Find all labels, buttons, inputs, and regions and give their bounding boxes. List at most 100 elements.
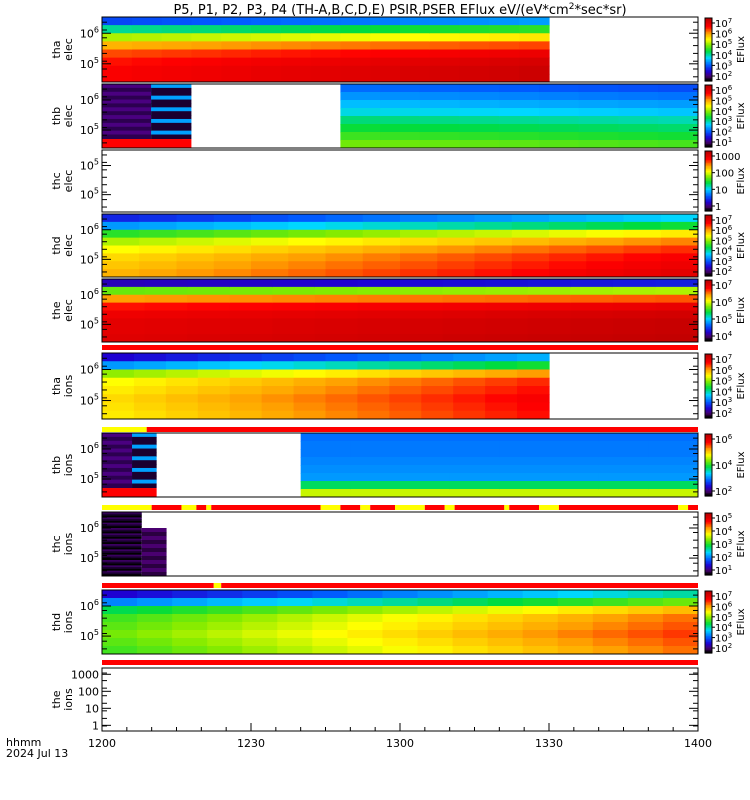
mode-bar-segment [102, 505, 152, 510]
heatmap-cell [648, 489, 698, 497]
colorbar-cell [705, 637, 712, 640]
colorbar-cell [705, 251, 712, 254]
heatmap-cell [380, 140, 421, 148]
heatmap-cell [131, 17, 163, 26]
heatmap-cell [429, 33, 461, 42]
mode-bar-segment [509, 505, 540, 510]
heatmap-cell [288, 229, 327, 239]
colorbar-cell [705, 167, 712, 170]
heatmap-cell [300, 449, 351, 458]
colorbar-cell [705, 646, 712, 649]
colorbar-cell [705, 22, 712, 25]
panel-ylabel-probe: thd [50, 236, 63, 254]
heatmap-cell [229, 361, 263, 371]
heatmap-cell [655, 334, 698, 342]
colorbar-cell [705, 304, 712, 307]
heatmap-cell [293, 402, 327, 412]
heatmap-cell [197, 369, 231, 379]
heatmap-cell [519, 33, 550, 42]
colorbar-cell [705, 218, 712, 221]
colorbar-tick-base: 10 [715, 267, 728, 278]
colorbar-tick-label: 107 [715, 279, 732, 292]
mode-bars [102, 345, 698, 665]
heatmap-cell [485, 318, 529, 327]
colorbar-tick-base: 10 [715, 398, 728, 409]
heatmap-cell [132, 471, 157, 477]
heatmap-cell [242, 598, 278, 607]
heatmap-cell [623, 261, 662, 270]
heatmap-cell [522, 638, 559, 647]
heatmap-cell [102, 551, 142, 554]
heatmap-cell [141, 544, 167, 549]
heatmap-cell [133, 377, 167, 387]
y-tick-exp: 6 [94, 92, 99, 101]
colorbar-cell [705, 386, 712, 389]
heatmap-cell [437, 253, 476, 262]
colorbar-cell [705, 269, 712, 273]
colorbar-cell [705, 129, 712, 133]
y-tick-label: 106 [80, 362, 99, 377]
colorbar-tick-label: 100 [715, 169, 734, 180]
heatmap-cell [648, 481, 698, 490]
colorbar-tick-base: 10 [715, 332, 728, 343]
heatmap-cell [655, 279, 698, 288]
heatmap-cell [370, 25, 401, 34]
colorbar-cell [705, 455, 712, 458]
heatmap-cell [191, 49, 222, 59]
heatmap-cell [557, 606, 594, 615]
colorbar-cell [705, 366, 712, 369]
heatmap-cell [277, 646, 313, 654]
heatmap-cell [499, 441, 550, 450]
heatmap-cell [499, 473, 550, 482]
colorbar-cell [705, 310, 712, 313]
heatmap-cell [400, 49, 431, 59]
colorbar-frame [704, 590, 713, 654]
y-tick-base: 10 [80, 395, 94, 408]
y-tick-label: 1 [92, 719, 99, 732]
heatmap-cell [242, 630, 278, 639]
heatmap-cell [102, 126, 152, 132]
heatmap-cell [242, 622, 278, 631]
heatmap-cell [102, 33, 133, 42]
heatmap-cell [350, 457, 401, 466]
heatmap-cell [242, 614, 278, 623]
heatmap-cell [102, 440, 133, 446]
heatmap-cell [102, 460, 133, 465]
heatmap-cell [102, 622, 138, 631]
colorbar-cell [705, 208, 712, 211]
heatmap-cells [102, 84, 698, 148]
panel-ylabel: theelec [50, 299, 75, 322]
y-tick-label: 105 [80, 56, 99, 71]
heatmap-cell [400, 457, 451, 466]
colorbar-cell [705, 176, 712, 179]
colorbar-cell [705, 381, 712, 384]
panel-ylabel-probe: thb [50, 456, 63, 474]
colorbar-cell [705, 29, 712, 32]
heatmap-cell [277, 622, 313, 631]
colorbar-label: EFlux [736, 36, 747, 63]
heatmap-cell [280, 25, 312, 34]
heatmap-cell [102, 134, 152, 140]
colorbar-tick-label: 104 [715, 525, 733, 538]
heatmap-cell [261, 402, 295, 412]
colorbar-cell [705, 591, 712, 594]
colorbar-cell [705, 328, 712, 331]
heatmap-cell [132, 464, 157, 469]
heatmap-cell [176, 229, 215, 239]
colorbar-cell [705, 333, 712, 336]
heatmap-cell [648, 457, 698, 466]
colorbar-cell [705, 492, 712, 496]
heatmap-cell [197, 361, 231, 371]
colorbar-tick-exp: 6 [728, 433, 733, 441]
heatmap-cell [251, 33, 282, 42]
heatmap-cell [102, 353, 135, 362]
colorbar-cell [705, 18, 712, 21]
heatmap-cell [519, 57, 550, 67]
heatmap-cell [144, 326, 188, 335]
heatmap-cell [539, 100, 580, 109]
heatmap-cell [132, 475, 157, 481]
colorbar-cell [705, 194, 712, 197]
colorbar-cell [705, 71, 712, 74]
colorbar-cell [705, 478, 712, 482]
